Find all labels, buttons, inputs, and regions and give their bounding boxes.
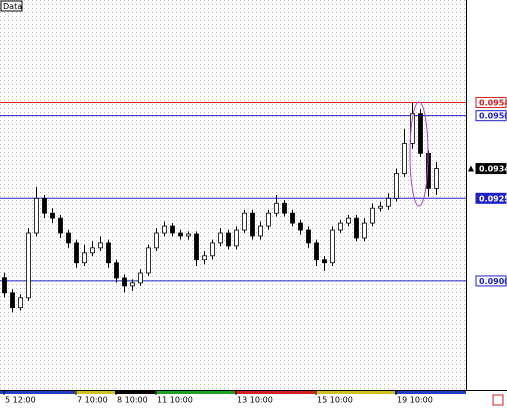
level-label-box — [475, 163, 507, 175]
candle-body — [242, 212, 247, 231]
candle-body — [114, 262, 119, 279]
candle-body — [194, 233, 199, 261]
candles — [2, 102, 439, 313]
candle-body — [226, 232, 231, 247]
candle-body — [66, 232, 71, 244]
candle-body — [34, 197, 39, 234]
candle-body — [418, 113, 423, 154]
candle-body — [58, 217, 63, 234]
level-label-box — [475, 110, 507, 122]
annotation-ellipse — [409, 101, 429, 207]
candle-body — [338, 222, 343, 231]
candle-body — [186, 233, 191, 237]
x-tick-label: 19 10:00 — [397, 396, 433, 405]
x-tick-label: 8 10:00 — [117, 396, 148, 405]
candle-body — [250, 212, 255, 237]
level-label-box — [475, 96, 507, 108]
level-label: 0.0950 — [479, 112, 507, 121]
x-tick-label: 13 10:00 — [237, 396, 273, 405]
candle-body — [298, 222, 303, 231]
candle-body — [2, 277, 7, 294]
candle-body — [130, 282, 135, 287]
candle-body — [354, 217, 359, 239]
level-label-box — [475, 192, 507, 204]
candle-body — [138, 272, 143, 284]
candle-body — [274, 202, 279, 214]
level-label: 0.0925 — [479, 194, 507, 203]
candle-body — [170, 225, 175, 234]
candle-body — [346, 217, 351, 224]
candle-body — [202, 255, 207, 261]
candle-body — [402, 143, 407, 174]
period-strip — [0, 391, 466, 394]
candle-body — [98, 242, 103, 249]
level-label-box — [475, 275, 507, 287]
candle-body — [82, 252, 87, 264]
candle-body — [266, 212, 271, 227]
candle-body — [146, 247, 151, 274]
corner-icon[interactable] — [492, 394, 504, 406]
candle-body — [370, 207, 375, 224]
candle-body — [154, 232, 159, 249]
candle-body — [210, 242, 215, 257]
x-tick-label: 11 10:00 — [157, 396, 193, 405]
candle-body — [90, 247, 95, 254]
chart-title: Data — [3, 2, 22, 11]
candle-body — [10, 292, 15, 309]
x-tick-label: 7 10:00 — [77, 396, 108, 405]
candle-body — [18, 297, 23, 309]
candle-body — [74, 242, 79, 264]
x-tick-label: 5 12:00 — [5, 396, 36, 405]
level-label: 0.0954 — [479, 98, 507, 107]
candle-body — [394, 173, 399, 199]
candle-body — [50, 212, 55, 219]
candle-body — [362, 222, 367, 239]
candle-body — [306, 229, 311, 244]
candle-body — [106, 242, 111, 264]
price-marker — [468, 165, 474, 172]
level-label: 0.0934 — [479, 165, 507, 174]
candle-body — [218, 232, 223, 244]
candle-body — [282, 202, 287, 214]
candle-body — [386, 197, 391, 207]
x-tick-label: 15 10:00 — [317, 396, 353, 405]
candle-body — [378, 205, 383, 209]
candle-body — [330, 229, 335, 264]
candle-body — [434, 168, 439, 189]
candle-body — [290, 212, 295, 224]
candle-body — [26, 232, 31, 299]
candle-body — [258, 225, 263, 237]
title-box — [0, 0, 23, 12]
candle-body — [234, 229, 239, 247]
candle-body — [162, 225, 167, 234]
candle-body — [178, 232, 183, 237]
level-label: 0.0900 — [479, 277, 507, 286]
candle-body — [426, 152, 431, 189]
candle-body — [122, 277, 127, 287]
candle-body — [322, 259, 327, 264]
candle-body — [42, 197, 47, 214]
candle-body — [410, 113, 415, 144]
candle-body — [314, 242, 319, 261]
